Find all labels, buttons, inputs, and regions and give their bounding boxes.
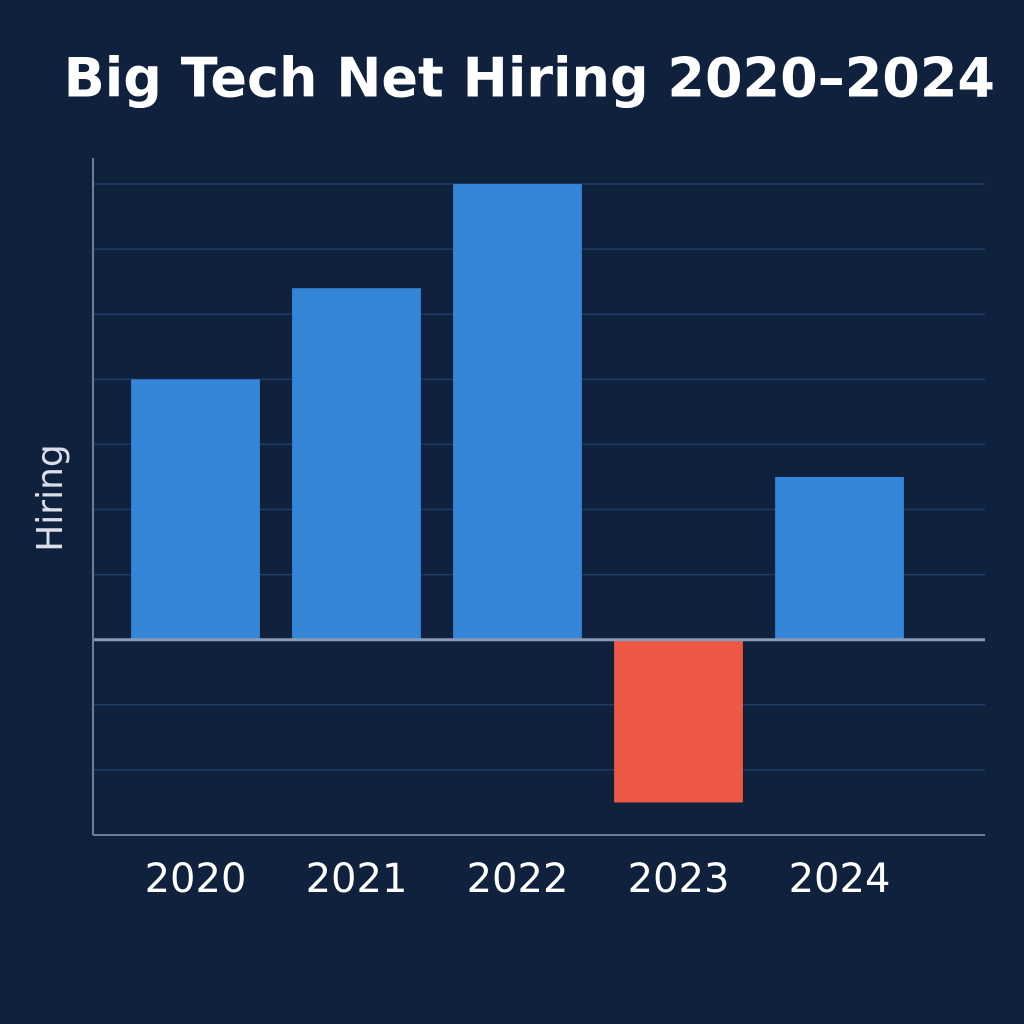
x-tick-label: 2020 bbox=[145, 856, 247, 902]
bar bbox=[292, 288, 421, 640]
bar bbox=[614, 639, 743, 803]
bar bbox=[453, 184, 582, 640]
x-tick-label: 2024 bbox=[789, 856, 891, 902]
bar bbox=[775, 476, 904, 640]
x-tick-label: 2022 bbox=[467, 856, 569, 902]
y-axis-label: Hiring bbox=[30, 444, 71, 552]
bar bbox=[131, 379, 260, 640]
chart-title: Big Tech Net Hiring 2020–2024 bbox=[64, 47, 995, 110]
x-tick-label: 2021 bbox=[306, 856, 408, 902]
x-tick-label: 2023 bbox=[628, 856, 730, 902]
